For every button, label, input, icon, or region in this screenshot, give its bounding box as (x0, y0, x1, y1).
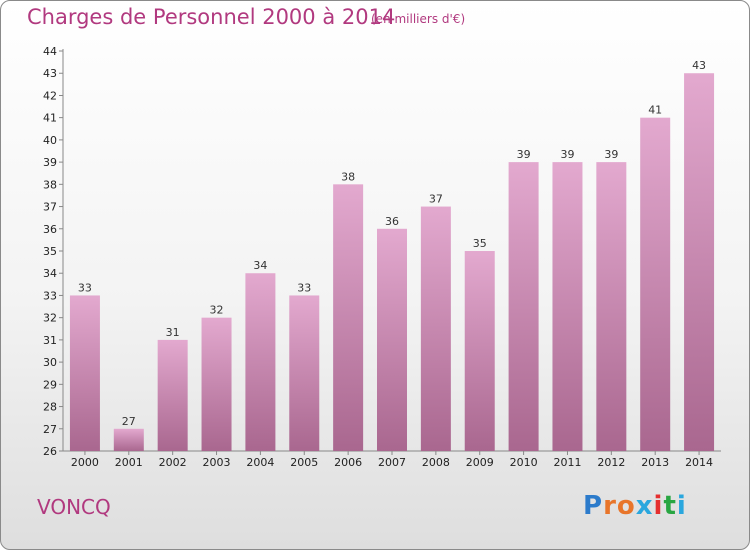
x-tick-label: 2012 (597, 456, 625, 469)
x-tick-label: 2010 (510, 456, 538, 469)
y-tick-label: 39 (43, 156, 57, 169)
x-tick-label: 2002 (159, 456, 187, 469)
data-label: 34 (253, 259, 267, 272)
x-tick-label: 2004 (246, 456, 274, 469)
y-tick-label: 38 (43, 178, 57, 191)
data-label: 39 (560, 148, 574, 161)
data-label: 32 (210, 304, 224, 317)
data-label: 27 (122, 415, 136, 428)
data-labels: 33 27 31 32 34 33 38 36 37 35 39 39 39 41 43 (78, 59, 706, 428)
y-tick-label: 31 (43, 334, 57, 347)
y-tick-label: 41 (43, 112, 57, 125)
y-tick-label: 32 (43, 312, 57, 325)
x-tick-label: 2013 (641, 456, 669, 469)
chart-unit: (en milliers d'€) (371, 12, 466, 26)
bar-2005 (289, 295, 320, 451)
x-tick-label: 2007 (378, 456, 406, 469)
y-tick-label: 28 (43, 401, 57, 414)
bar-2002 (157, 339, 188, 451)
data-label: 38 (341, 170, 355, 183)
y-tick-label: 29 (43, 378, 57, 391)
logo-letter: x (635, 491, 654, 521)
bar-2007 (377, 228, 407, 451)
x-tick-label: 2008 (422, 456, 450, 469)
x-tick-label: 2006 (334, 456, 362, 469)
logo-letter: i (653, 491, 664, 521)
chart-title: Charges de Personnel 2000 à 2014 (27, 5, 396, 29)
x-tick-label: 2000 (71, 456, 99, 469)
bar-2010 (508, 162, 539, 451)
y-tick-label: 43 (43, 67, 57, 80)
data-label: 33 (297, 281, 311, 294)
data-label: 33 (78, 281, 92, 294)
bar-2011 (552, 162, 583, 451)
y-tick-label: 40 (43, 134, 57, 147)
x-tick-label: 2011 (553, 456, 581, 469)
x-tick-label: 2005 (290, 456, 318, 469)
y-tick-label: 33 (43, 289, 57, 302)
y-tick-label: 44 (43, 45, 57, 58)
y-tick-label: 27 (43, 423, 57, 436)
y-tick-label: 36 (43, 223, 57, 236)
bar-2009 (464, 251, 495, 451)
y-tick-label: 35 (43, 245, 57, 258)
data-label: 43 (692, 59, 706, 72)
data-label: 35 (473, 237, 487, 250)
x-tick-label: 2003 (203, 456, 231, 469)
bar-2000 (69, 295, 100, 451)
x-tick-label: 2014 (685, 456, 713, 469)
bar-2008 (420, 206, 451, 451)
y-tick-label: 26 (43, 445, 57, 458)
x-tick-label: 2009 (466, 456, 494, 469)
bar-2012 (596, 162, 627, 451)
data-label: 36 (385, 215, 399, 228)
data-label: 37 (429, 193, 443, 206)
logo-letter: r (603, 491, 617, 521)
data-label: 39 (604, 148, 618, 161)
bar-2003 (201, 317, 232, 451)
bar-2006 (333, 184, 364, 452)
data-label: 41 (648, 104, 662, 117)
data-label: 31 (166, 326, 180, 339)
y-tick-label: 42 (43, 89, 57, 102)
commune-name: VONCQ (37, 495, 111, 519)
proxiti-logo[interactable]: Proxiti (583, 491, 687, 521)
y-tick-label: 34 (43, 267, 57, 280)
data-label: 39 (517, 148, 531, 161)
logo-letter: o (616, 491, 636, 521)
logo-letter: i (676, 491, 687, 521)
bar-2001 (113, 428, 144, 451)
y-tick-label: 37 (43, 201, 57, 214)
logo-letter: t (663, 491, 677, 521)
bar-2014 (684, 73, 715, 451)
bar-2004 (245, 273, 276, 451)
axes: 26 27 28 29 30 31 32 33 34 35 36 37 38 39 40 41 42 43 44 20… (43, 45, 721, 469)
y-tick-label: 30 (43, 356, 57, 369)
bar-2013 (640, 117, 671, 452)
bars (69, 73, 715, 452)
logo-letter: P (583, 491, 604, 521)
x-tick-label: 2001 (115, 456, 143, 469)
